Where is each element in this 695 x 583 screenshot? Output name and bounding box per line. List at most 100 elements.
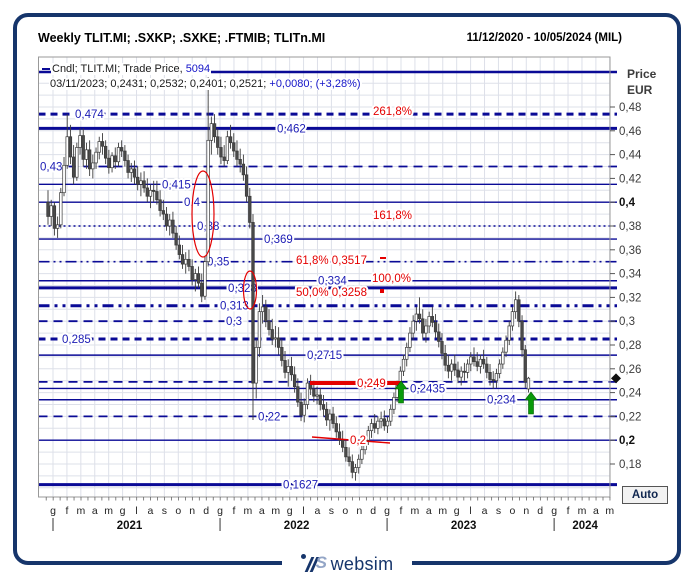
- candle-body: [488, 372, 492, 380]
- candle-body: [437, 331, 441, 342]
- month-label: a: [92, 505, 98, 517]
- candle-body: [180, 254, 185, 265]
- candle-body: [120, 147, 124, 152]
- month-label: a: [259, 505, 265, 517]
- month-label: m: [76, 505, 85, 517]
- candle-body: [78, 135, 82, 148]
- candle-body: [132, 168, 137, 178]
- candle-body: [84, 149, 89, 160]
- price-tick-label: 0,4: [619, 197, 636, 209]
- price-tick-label: 0,3: [619, 316, 635, 328]
- level-label: 0,313: [220, 301, 249, 313]
- candle-body: [350, 461, 354, 473]
- candle-body: [504, 339, 508, 353]
- candle-body: [296, 386, 300, 403]
- candle-body: [312, 388, 316, 397]
- candle-body: [126, 160, 130, 173]
- month-label: m: [244, 505, 253, 517]
- candle-body: [91, 162, 95, 170]
- candle-body: [453, 363, 457, 371]
- fib-label: 100,0%: [372, 273, 411, 285]
- auto-scale-button[interactable]: Auto: [622, 486, 668, 504]
- candle-body: [235, 150, 239, 160]
- candle-body: [376, 420, 380, 429]
- month-label: a: [426, 505, 432, 517]
- level-label: 0,462: [277, 123, 306, 135]
- candle-body: [299, 401, 303, 416]
- red-ellipse-annotation: [191, 170, 215, 258]
- candle-body: [427, 316, 431, 327]
- month-label: d: [203, 505, 209, 517]
- candle-body: [318, 394, 322, 405]
- candle-body: [366, 430, 370, 441]
- candle-body: [523, 349, 527, 383]
- level-label: 0,369: [264, 234, 293, 246]
- month-label: a: [315, 505, 321, 517]
- candle-body: [353, 467, 358, 473]
- legend-series-line-icon: [42, 67, 50, 71]
- candle-body: [136, 176, 140, 185]
- candle-body: [321, 404, 326, 410]
- current-price-diamond-icon: [611, 373, 621, 384]
- candle-body: [328, 413, 332, 421]
- candle-body: [94, 151, 98, 164]
- legend-series: Cndl; TLIT.MI; Trade Price,: [52, 63, 183, 75]
- red-support-label: 0,249: [357, 378, 386, 390]
- candle-body: [148, 189, 153, 197]
- candle-body: [405, 347, 409, 360]
- month-label: m: [271, 505, 280, 517]
- year-label: 2024: [572, 520, 598, 532]
- candle-body: [190, 266, 194, 280]
- candle-body: [315, 394, 319, 397]
- candle-body: [219, 147, 223, 158]
- candle-body: [465, 363, 470, 373]
- candle-body: [497, 363, 502, 374]
- level-label: 0,285: [62, 334, 91, 346]
- price-tick-label: 0,42: [619, 173, 641, 185]
- legend-line-2: 03/11/2023; 0,2431; 0,2532; 0,2401; 0,25…: [42, 77, 362, 92]
- candle-body: [116, 147, 121, 163]
- candle-body: [100, 141, 105, 147]
- fib-label: 50,0% 0,3258: [296, 287, 367, 299]
- candle-body: [424, 325, 428, 334]
- candle-body: [251, 222, 255, 384]
- candle-body: [494, 373, 499, 382]
- year-label: 2022: [284, 520, 310, 532]
- titlebar: Weekly TLIT.MI; .SXKP; .SXKE; .FTMIB; TL…: [38, 30, 658, 46]
- candle-body: [469, 356, 473, 365]
- candle-body: [472, 356, 476, 363]
- websim-watermark: S websim: [282, 548, 412, 580]
- candle-body: [107, 157, 111, 169]
- month-label: f: [567, 505, 570, 517]
- candle-body: [129, 168, 133, 173]
- price-tick-label: 0,32: [619, 292, 641, 304]
- candle-body: [337, 431, 342, 441]
- candle-body: [449, 363, 454, 372]
- month-label: m: [104, 505, 113, 517]
- candle-body: [174, 232, 178, 246]
- price-tick-label: 0,38: [619, 221, 641, 233]
- month-label: n: [356, 505, 362, 517]
- candle-body: [456, 369, 460, 378]
- candle-body: [491, 379, 495, 382]
- candle-body: [238, 159, 242, 165]
- month-label: m: [605, 505, 614, 517]
- red-trendline: [311, 436, 391, 444]
- fib-label: 261,8%: [373, 106, 412, 118]
- chart-legend: Cndl; TLIT.MI; Trade Price, 5094 03/11/2…: [42, 62, 362, 91]
- candle-body: [363, 439, 367, 451]
- candle-body: [161, 210, 165, 215]
- legend-ohlc: 03/11/2023; 0,2431; 0,2532; 0,2401; 0,25…: [50, 77, 267, 90]
- candle-body: [302, 404, 306, 416]
- candle-body: [417, 313, 422, 320]
- year-label: 2021: [117, 520, 143, 532]
- candle-body: [187, 258, 191, 267]
- red-trendline-label: 0,2: [350, 435, 366, 447]
- candle-body: [331, 413, 335, 424]
- month-label: s: [329, 505, 334, 517]
- candle-body: [289, 366, 294, 376]
- candle-body: [382, 418, 386, 427]
- candle-body: [443, 352, 447, 366]
- level-label: 0,22: [258, 411, 280, 423]
